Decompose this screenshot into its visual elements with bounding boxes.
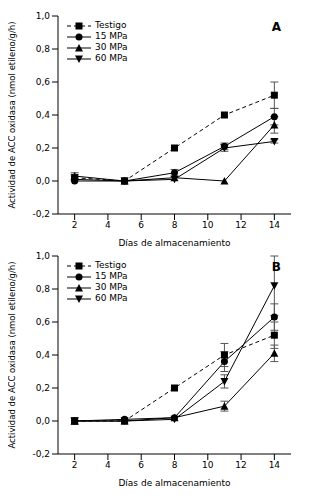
svg-text:Actividad de ACC oxidasa (nmol: Actividad de ACC oxidasa (nmol etileno/g… (8, 21, 17, 208)
svg-text:8: 8 (172, 220, 178, 230)
svg-text:1,0: 1,0 (36, 251, 51, 261)
svg-text:4: 4 (105, 220, 111, 230)
svg-text:8: 8 (172, 460, 178, 470)
svg-text:0,0: 0,0 (36, 176, 51, 186)
svg-text:Actividad de ACC oxidasa (nmol: Actividad de ACC oxidasa (nmol etileno/g… (8, 261, 17, 448)
html-text:B: B (271, 260, 281, 274)
html-text:A: A (271, 20, 281, 34)
svg-text:6: 6 (138, 220, 144, 230)
svg-text:0,4: 0,4 (36, 350, 51, 360)
svg-text:12: 12 (235, 220, 246, 230)
html-text:60 MPa: 60 MPa (95, 53, 128, 63)
svg-text:2: 2 (72, 460, 78, 470)
svg-text:0,0: 0,0 (36, 416, 51, 426)
html-text:Testigo: Testigo (95, 260, 127, 270)
svg-text:1,0: 1,0 (36, 11, 51, 21)
svg-text:4: 4 (105, 460, 111, 470)
svg-text:0,8: 0,8 (36, 284, 51, 294)
svg-text:12: 12 (235, 460, 246, 470)
svg-text:0,2: 0,2 (36, 143, 50, 153)
svg-text:Días de almacenamiento: Días de almacenamiento (118, 238, 231, 248)
html-text:Testigo: Testigo (95, 20, 127, 30)
html-text:60 MPa: 60 MPa (95, 293, 128, 303)
html-text:30 MPa: 30 MPa (95, 282, 128, 292)
html-text:15 MPa: 15 MPa (95, 31, 128, 41)
html-text:30 MPa: 30 MPa (95, 42, 128, 52)
svg-text:2: 2 (72, 220, 78, 230)
html-text:15 MPa: 15 MPa (95, 271, 128, 281)
svg-text:14: 14 (269, 220, 281, 230)
svg-text:0,4: 0,4 (36, 110, 51, 120)
svg-text:10: 10 (202, 220, 214, 230)
svg-text:14: 14 (269, 460, 281, 470)
svg-text:Días de almacenamiento: Días de almacenamiento (118, 478, 231, 488)
svg-text:0,6: 0,6 (36, 317, 51, 327)
svg-text:0,6: 0,6 (36, 77, 51, 87)
svg-text:0,2: 0,2 (36, 383, 50, 393)
svg-text:10: 10 (202, 460, 214, 470)
svg-text:-0,2: -0,2 (32, 449, 50, 459)
svg-text:-0,2: -0,2 (32, 209, 50, 219)
svg-text:0,8: 0,8 (36, 44, 51, 54)
svg-text:6: 6 (138, 460, 144, 470)
